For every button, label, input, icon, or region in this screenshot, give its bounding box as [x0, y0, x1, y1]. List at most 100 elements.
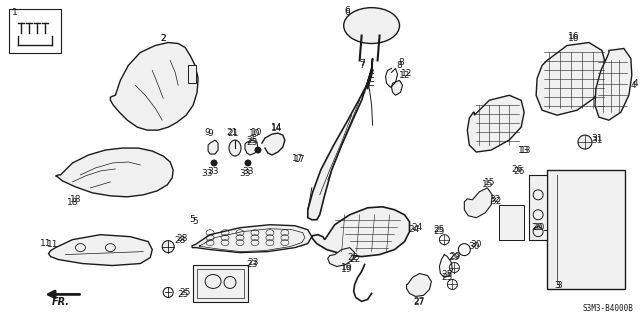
- Polygon shape: [49, 235, 152, 265]
- Polygon shape: [312, 207, 410, 256]
- Text: 5: 5: [192, 217, 198, 226]
- Ellipse shape: [106, 244, 115, 252]
- Text: 20: 20: [533, 223, 545, 232]
- Text: 27: 27: [414, 297, 425, 306]
- Ellipse shape: [211, 160, 217, 166]
- Text: 32: 32: [490, 195, 501, 204]
- Text: 16: 16: [568, 32, 580, 41]
- Text: 30: 30: [468, 242, 480, 251]
- Text: 12: 12: [401, 69, 412, 78]
- Ellipse shape: [162, 241, 174, 253]
- Bar: [197, 269, 244, 298]
- Bar: [9, 9, 61, 54]
- Text: 25: 25: [246, 136, 258, 145]
- Text: 24: 24: [409, 225, 420, 234]
- Text: 33: 33: [202, 169, 213, 178]
- Bar: [529, 175, 547, 240]
- Bar: [499, 205, 524, 240]
- Text: 11: 11: [40, 239, 51, 248]
- Polygon shape: [262, 133, 285, 155]
- Text: 19: 19: [341, 265, 353, 274]
- Ellipse shape: [255, 147, 261, 153]
- Text: 14: 14: [271, 124, 283, 133]
- Text: 13: 13: [518, 145, 530, 154]
- Polygon shape: [392, 80, 403, 95]
- Text: 25: 25: [434, 227, 445, 236]
- Text: 26: 26: [513, 167, 525, 176]
- Text: 25: 25: [246, 137, 258, 146]
- Text: 1: 1: [12, 8, 17, 17]
- Polygon shape: [308, 58, 372, 220]
- Text: 2: 2: [161, 34, 166, 43]
- Ellipse shape: [229, 140, 241, 156]
- Text: 25: 25: [434, 225, 445, 234]
- Text: 9: 9: [207, 129, 213, 137]
- Text: 17: 17: [292, 153, 303, 162]
- Polygon shape: [56, 148, 173, 197]
- Ellipse shape: [76, 244, 86, 252]
- Ellipse shape: [344, 8, 399, 43]
- Text: 8: 8: [397, 61, 403, 70]
- Polygon shape: [328, 248, 355, 267]
- Text: 20: 20: [531, 223, 543, 232]
- Text: 16: 16: [568, 34, 580, 43]
- Polygon shape: [110, 42, 198, 130]
- Text: 28: 28: [177, 234, 188, 243]
- Text: 2: 2: [161, 34, 166, 43]
- Text: S3M3-B4000B: S3M3-B4000B: [583, 304, 634, 313]
- Bar: [547, 170, 625, 289]
- Text: 13: 13: [520, 145, 532, 154]
- Ellipse shape: [245, 160, 251, 166]
- Text: 4: 4: [633, 79, 639, 88]
- Text: 11: 11: [47, 240, 58, 249]
- Text: 10: 10: [249, 129, 260, 137]
- Text: 24: 24: [412, 223, 423, 232]
- Text: 3: 3: [556, 281, 562, 290]
- Text: 17: 17: [294, 155, 305, 165]
- Text: 25: 25: [442, 273, 453, 282]
- Text: 15: 15: [481, 180, 493, 189]
- Text: 15: 15: [483, 178, 495, 187]
- Text: 27: 27: [414, 298, 425, 307]
- Text: 7: 7: [359, 59, 365, 68]
- Text: 32: 32: [490, 197, 502, 206]
- Text: 31: 31: [591, 136, 603, 145]
- Text: 30: 30: [470, 240, 482, 249]
- Bar: [193, 264, 248, 302]
- Text: 23: 23: [247, 258, 259, 267]
- Text: 5: 5: [189, 215, 195, 224]
- Text: 29: 29: [450, 252, 461, 261]
- Text: 21: 21: [227, 128, 237, 137]
- Text: 14: 14: [271, 122, 283, 132]
- Polygon shape: [595, 48, 632, 120]
- Text: 28: 28: [175, 236, 186, 245]
- Text: 25: 25: [442, 270, 453, 279]
- Text: 18: 18: [67, 198, 78, 207]
- Text: 33: 33: [239, 169, 251, 178]
- Polygon shape: [465, 188, 492, 218]
- Polygon shape: [245, 140, 258, 155]
- Text: 22: 22: [349, 255, 360, 264]
- Ellipse shape: [578, 135, 592, 149]
- Text: 29: 29: [449, 253, 460, 262]
- Text: 6: 6: [345, 8, 351, 17]
- Text: 12: 12: [399, 71, 410, 80]
- Text: 22: 22: [347, 253, 358, 262]
- Text: 19: 19: [341, 263, 353, 272]
- Text: 23: 23: [246, 260, 258, 269]
- Text: 10: 10: [251, 128, 262, 137]
- Text: 9: 9: [204, 128, 210, 137]
- Text: 33: 33: [242, 167, 253, 176]
- Text: 21: 21: [227, 129, 239, 137]
- Text: 25: 25: [179, 288, 191, 297]
- Text: 26: 26: [511, 166, 523, 174]
- Text: 7: 7: [359, 61, 365, 70]
- Polygon shape: [208, 140, 218, 154]
- Text: 33: 33: [207, 167, 219, 176]
- Text: 6: 6: [345, 6, 351, 15]
- Text: FR.: FR.: [51, 297, 70, 308]
- Text: 8: 8: [399, 58, 404, 67]
- Text: 25: 25: [177, 290, 189, 299]
- Polygon shape: [536, 42, 606, 115]
- Text: 31: 31: [591, 134, 603, 143]
